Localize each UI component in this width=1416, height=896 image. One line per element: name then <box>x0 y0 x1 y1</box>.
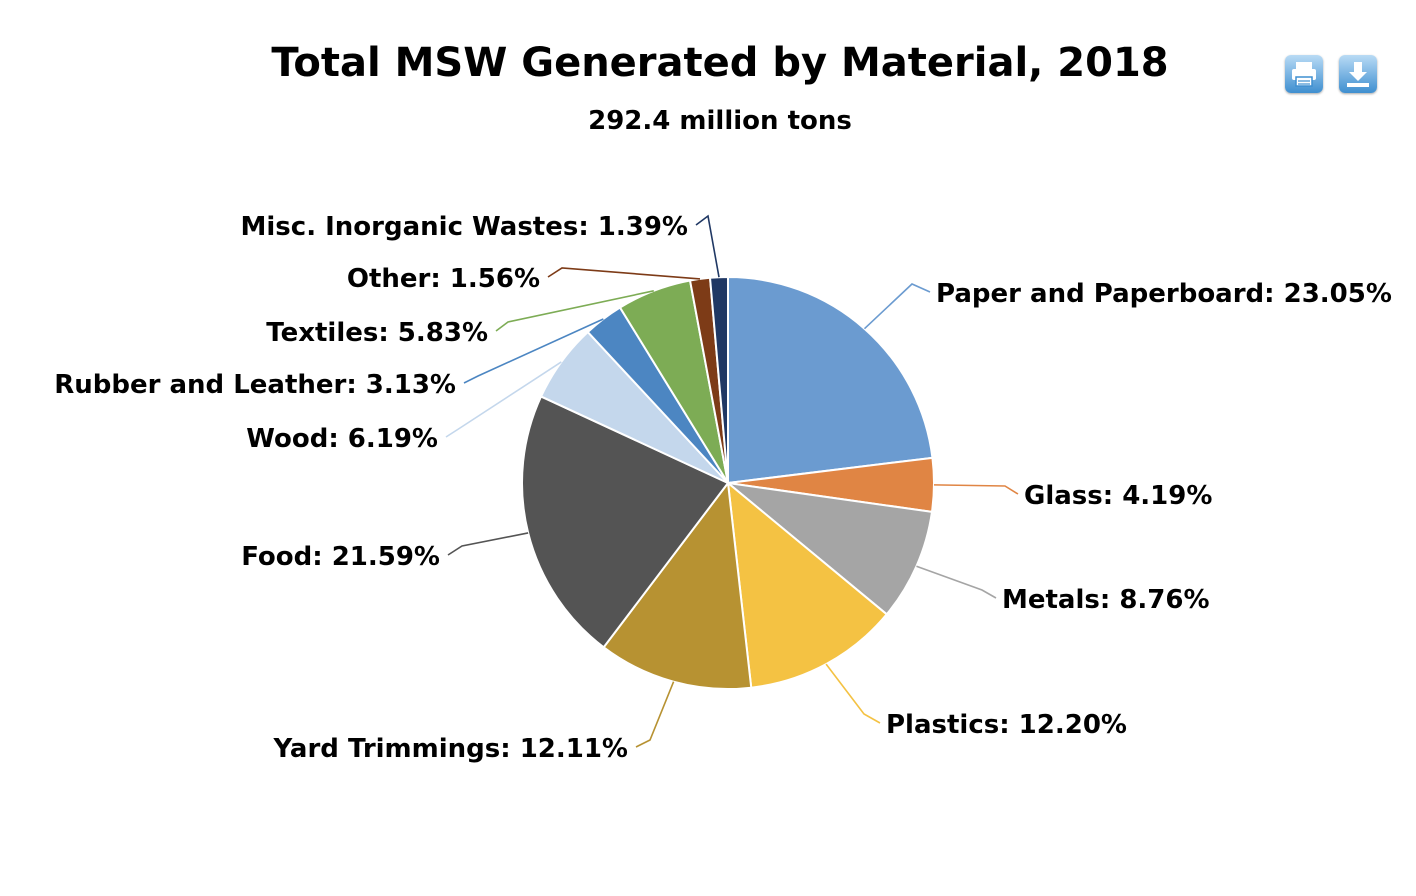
connector-line <box>445 361 562 438</box>
connector-line <box>547 267 701 280</box>
download-button[interactable] <box>1339 55 1377 93</box>
chart-title: Total MSW Generated by Material, 2018 <box>271 40 1169 86</box>
connector-line <box>863 283 931 330</box>
data-label: Wood: 6.19% <box>246 424 438 454</box>
data-label: Metals: 8.76% <box>1002 585 1210 615</box>
data-label: Yard Trimmings: 12.11% <box>272 734 628 764</box>
data-label: Food: 21.59% <box>241 542 440 572</box>
connector-line <box>495 290 654 332</box>
connector-line <box>447 532 529 556</box>
print-button[interactable] <box>1285 55 1323 93</box>
data-label: Textiles: 5.83% <box>266 318 488 348</box>
data-label: Glass: 4.19% <box>1024 481 1212 511</box>
pie-slice-paper-and-paperboard[interactable] <box>727 275 934 485</box>
connector-line <box>695 214 720 278</box>
label-connectors <box>445 214 1019 748</box>
data-label: Rubber and Leather: 3.13% <box>54 370 456 400</box>
connector-line <box>933 484 1019 495</box>
pie-slices <box>521 275 935 690</box>
data-labels: Paper and Paperboard: 23.05% Glass: 4.19%… <box>54 212 1392 764</box>
connector-line <box>825 663 881 724</box>
connector-line <box>635 681 675 748</box>
data-label: Plastics: 12.20% <box>886 710 1127 740</box>
download-icon <box>1347 62 1369 87</box>
connector-line <box>463 318 604 384</box>
chart-subtitle: 292.4 million tons <box>588 106 852 136</box>
print-icon <box>1292 62 1316 87</box>
pie-slice-metals[interactable] <box>724 481 934 616</box>
data-label: Other: 1.56% <box>347 264 540 294</box>
data-label: Misc. Inorganic Wastes: 1.39% <box>241 212 688 242</box>
data-label: Paper and Paperboard: 23.05% <box>936 279 1392 309</box>
connector-line <box>916 565 997 599</box>
